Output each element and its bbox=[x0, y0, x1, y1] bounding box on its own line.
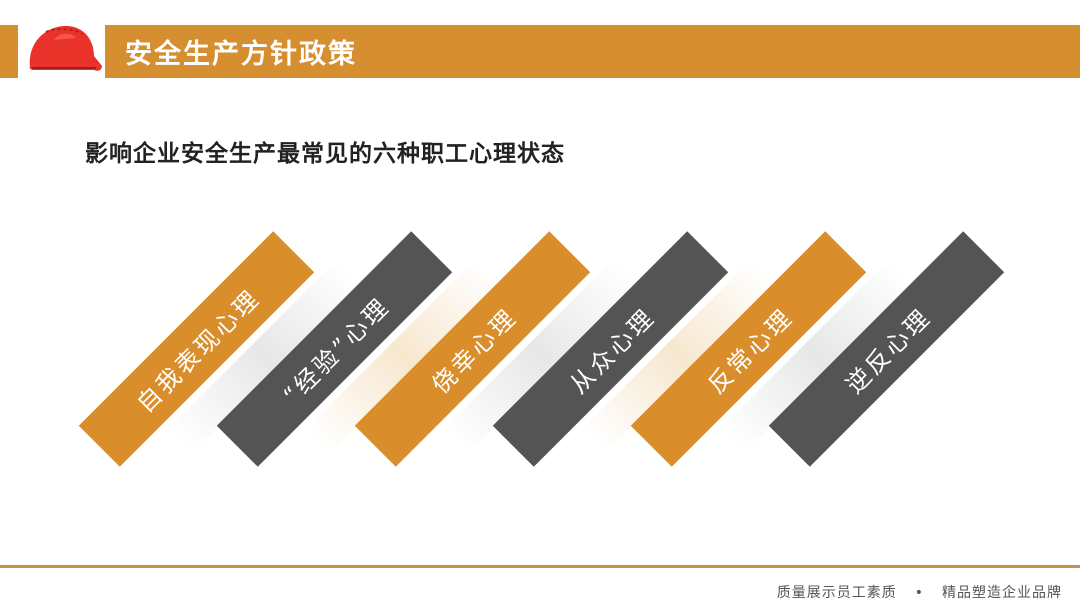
safety-helmet-icon bbox=[29, 26, 102, 71]
footer-divider bbox=[0, 565, 1080, 568]
header-title: 安全生产方针政策 bbox=[125, 39, 357, 70]
header-left-strip bbox=[0, 25, 18, 78]
footer-left-text: 质量展示员工素质 bbox=[776, 585, 897, 601]
header-bar: 安全生产方针政策 bbox=[105, 25, 1080, 78]
page-subtitle: 影响企业安全生产最常见的六种职工心理状态 bbox=[85, 141, 565, 167]
footer-slogan: 质量展示员工素质 • 精品塑造企业品牌 bbox=[777, 582, 1062, 602]
footer-right-text: 精品塑造企业品牌 bbox=[942, 585, 1062, 601]
footer-separator: • bbox=[914, 585, 924, 601]
